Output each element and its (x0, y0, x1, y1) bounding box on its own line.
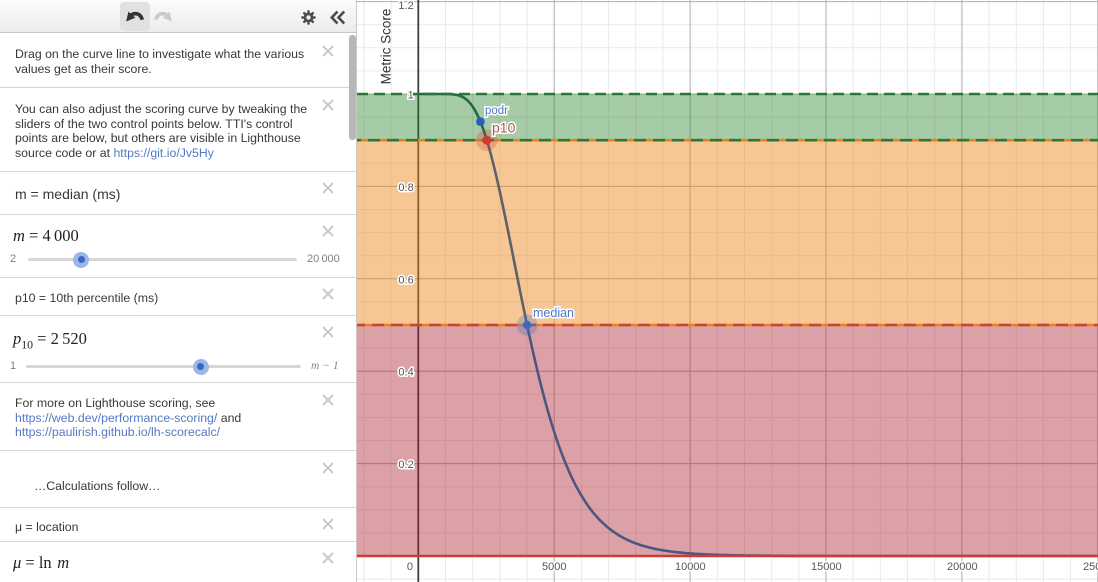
svg-text:1: 1 (408, 89, 414, 101)
svg-text:0.8: 0.8 (398, 182, 413, 194)
svg-text:median: median (533, 306, 574, 320)
svg-text:20000: 20000 (947, 561, 978, 573)
svg-text:0.4: 0.4 (398, 367, 413, 379)
svg-text:Metric Score: Metric Score (379, 9, 394, 85)
svg-text:0.2: 0.2 (398, 459, 413, 471)
svg-text:10000: 10000 (675, 561, 706, 573)
svg-text:25000: 25000 (1083, 561, 1098, 573)
svg-text:1.2: 1.2 (398, 0, 413, 12)
svg-text:15000: 15000 (811, 561, 842, 573)
svg-text:0.6: 0.6 (398, 274, 413, 286)
svg-text:0: 0 (407, 561, 413, 573)
svg-text:p10: p10 (492, 120, 516, 136)
svg-text:5000: 5000 (542, 561, 566, 573)
svg-text:podr: podr (485, 105, 508, 117)
